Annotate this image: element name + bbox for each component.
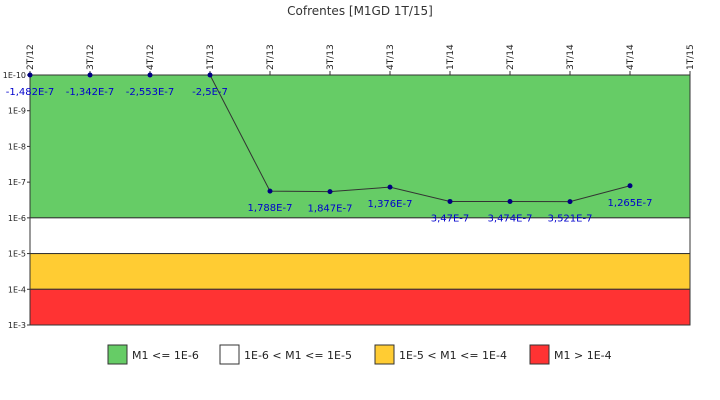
legend-swatch (529, 344, 550, 365)
x-tick-label: 4T/13 (386, 44, 396, 70)
data-label: 3,521E-7 (548, 214, 593, 225)
legend-label: M1 > 1E-4 (554, 349, 612, 362)
x-tick-label: 3T/12 (86, 44, 96, 70)
legend-swatch (107, 344, 128, 365)
data-label: -1,342E-7 (66, 87, 115, 98)
x-tick-label: 1T/15 (686, 44, 696, 70)
x-tick-label: 3T/13 (326, 44, 336, 70)
data-point (267, 188, 273, 194)
data-point (447, 198, 453, 204)
band-3 (29, 288, 691, 326)
data-label: -2,5E-7 (192, 87, 228, 98)
data-point (327, 189, 333, 195)
y-tick-label: 1E-10 (3, 71, 26, 80)
band-0 (29, 74, 691, 219)
data-point (567, 199, 573, 205)
y-tick-label: 1E-8 (8, 142, 26, 151)
y-tick-label: 1E-5 (8, 250, 26, 259)
legend-swatch (219, 344, 240, 365)
data-point (87, 72, 93, 78)
legend-label: M1 <= 1E-6 (132, 349, 199, 362)
data-point (507, 198, 513, 204)
chart-title: Cofrentes [M1GD 1T/15] (287, 4, 433, 18)
legend: M1 <= 1E-6 1E-6 < M1 <= 1E-5 1E-5 < M1 <= … (107, 344, 612, 365)
x-tick-label: 2T/12 (26, 44, 36, 70)
y-tick-label: 1E-9 (8, 107, 26, 116)
legend-swatch (374, 344, 395, 365)
data-point (627, 183, 633, 189)
band-2 (29, 253, 691, 290)
data-label: 1,847E-7 (308, 204, 353, 215)
data-label: 1,376E-7 (368, 199, 413, 210)
x-tick-label: 4T/14 (626, 44, 636, 70)
x-tick-label: 2T/13 (266, 44, 276, 70)
data-point (147, 72, 153, 78)
x-tick-label: 3T/14 (566, 44, 576, 70)
y-tick-label: 1E-7 (8, 178, 26, 187)
data-point (387, 184, 393, 190)
band-1 (29, 217, 691, 255)
data-point (207, 72, 213, 78)
data-label: 1,788E-7 (248, 203, 293, 214)
y-tick-label: 1E-6 (8, 214, 26, 223)
plot-area: 1E-10 1E-9 1E-8 1E-7 1E-6 1E-5 1E-4 1E-3 2T/12 3T… (3, 44, 696, 330)
x-tick-label: 1T/13 (206, 44, 216, 70)
data-point (27, 72, 33, 78)
x-tick-label: 2T/14 (506, 44, 516, 70)
data-label: 3,474E-7 (488, 213, 533, 224)
x-tick-label: 4T/12 (146, 44, 156, 70)
y-tick-label: 1E-3 (8, 321, 26, 330)
data-label: -1,482E-7 (6, 87, 55, 98)
legend-label: 1E-6 < M1 <= 1E-5 (244, 349, 352, 362)
data-label: 3,47E-7 (431, 213, 470, 224)
data-label: -2,553E-7 (126, 87, 175, 98)
legend-label: 1E-5 < M1 <= 1E-4 (399, 349, 507, 362)
x-tick-label: 1T/14 (446, 44, 456, 70)
y-tick-label: 1E-4 (8, 285, 26, 294)
data-label: 1,265E-7 (608, 198, 653, 209)
